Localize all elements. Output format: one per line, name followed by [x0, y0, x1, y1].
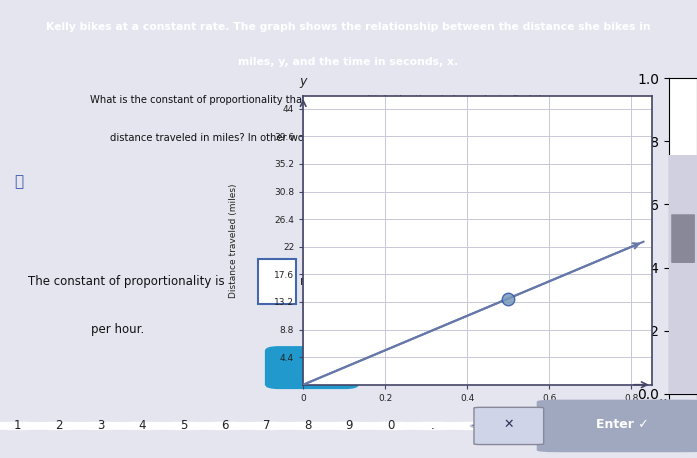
Text: x: x	[659, 396, 666, 409]
FancyBboxPatch shape	[671, 214, 695, 263]
Circle shape	[436, 422, 512, 430]
Text: Enter ✓: Enter ✓	[596, 418, 649, 431]
Text: per hour.: per hour.	[91, 323, 144, 336]
Circle shape	[62, 422, 139, 430]
Circle shape	[470, 422, 547, 430]
Circle shape	[104, 422, 181, 430]
Circle shape	[394, 422, 470, 430]
Text: 1: 1	[14, 420, 21, 432]
Circle shape	[311, 422, 388, 430]
Text: 9: 9	[346, 420, 353, 432]
Text: 8: 8	[305, 420, 312, 432]
Text: 6: 6	[221, 420, 229, 432]
Text: 5: 5	[180, 420, 187, 432]
Text: distance traveled in miles? In other words, how fast does Kelly travel per hour?: distance traveled in miles? In other wor…	[110, 133, 505, 143]
FancyBboxPatch shape	[474, 407, 544, 445]
Text: What is the constant of proportionality that you can multiply the time in hours : What is the constant of proportionality …	[90, 94, 551, 104]
Circle shape	[145, 422, 222, 430]
FancyBboxPatch shape	[537, 400, 697, 452]
FancyBboxPatch shape	[265, 346, 359, 389]
Text: 2: 2	[55, 420, 63, 432]
Text: Distance traveled (miles): Distance traveled (miles)	[229, 183, 238, 298]
Circle shape	[270, 422, 346, 430]
Text: 7: 7	[263, 420, 270, 432]
Text: Kelly bikes at a constant rate. The graph shows the relationship between the dis: Kelly bikes at a constant rate. The grap…	[46, 22, 651, 33]
Text: y: y	[300, 75, 307, 87]
FancyBboxPatch shape	[669, 155, 697, 394]
Text: .: .	[431, 420, 434, 432]
FancyBboxPatch shape	[258, 259, 296, 304]
Text: The constant of proportionality is: The constant of proportionality is	[28, 275, 224, 288]
Text: 4: 4	[138, 420, 146, 432]
Text: 0: 0	[388, 420, 395, 432]
Text: 3: 3	[97, 420, 104, 432]
Circle shape	[353, 422, 429, 430]
Circle shape	[21, 422, 98, 430]
Text: ✕: ✕	[503, 418, 514, 431]
Circle shape	[228, 422, 305, 430]
Text: ⎓: ⎓	[14, 174, 23, 189]
Text: -: -	[472, 420, 476, 432]
Text: miles: miles	[300, 275, 331, 288]
Circle shape	[0, 422, 56, 430]
Circle shape	[187, 422, 263, 430]
Text: More ↓: More ↓	[291, 361, 333, 371]
Text: miles, y, and the time in seconds, x.: miles, y, and the time in seconds, x.	[238, 57, 459, 67]
